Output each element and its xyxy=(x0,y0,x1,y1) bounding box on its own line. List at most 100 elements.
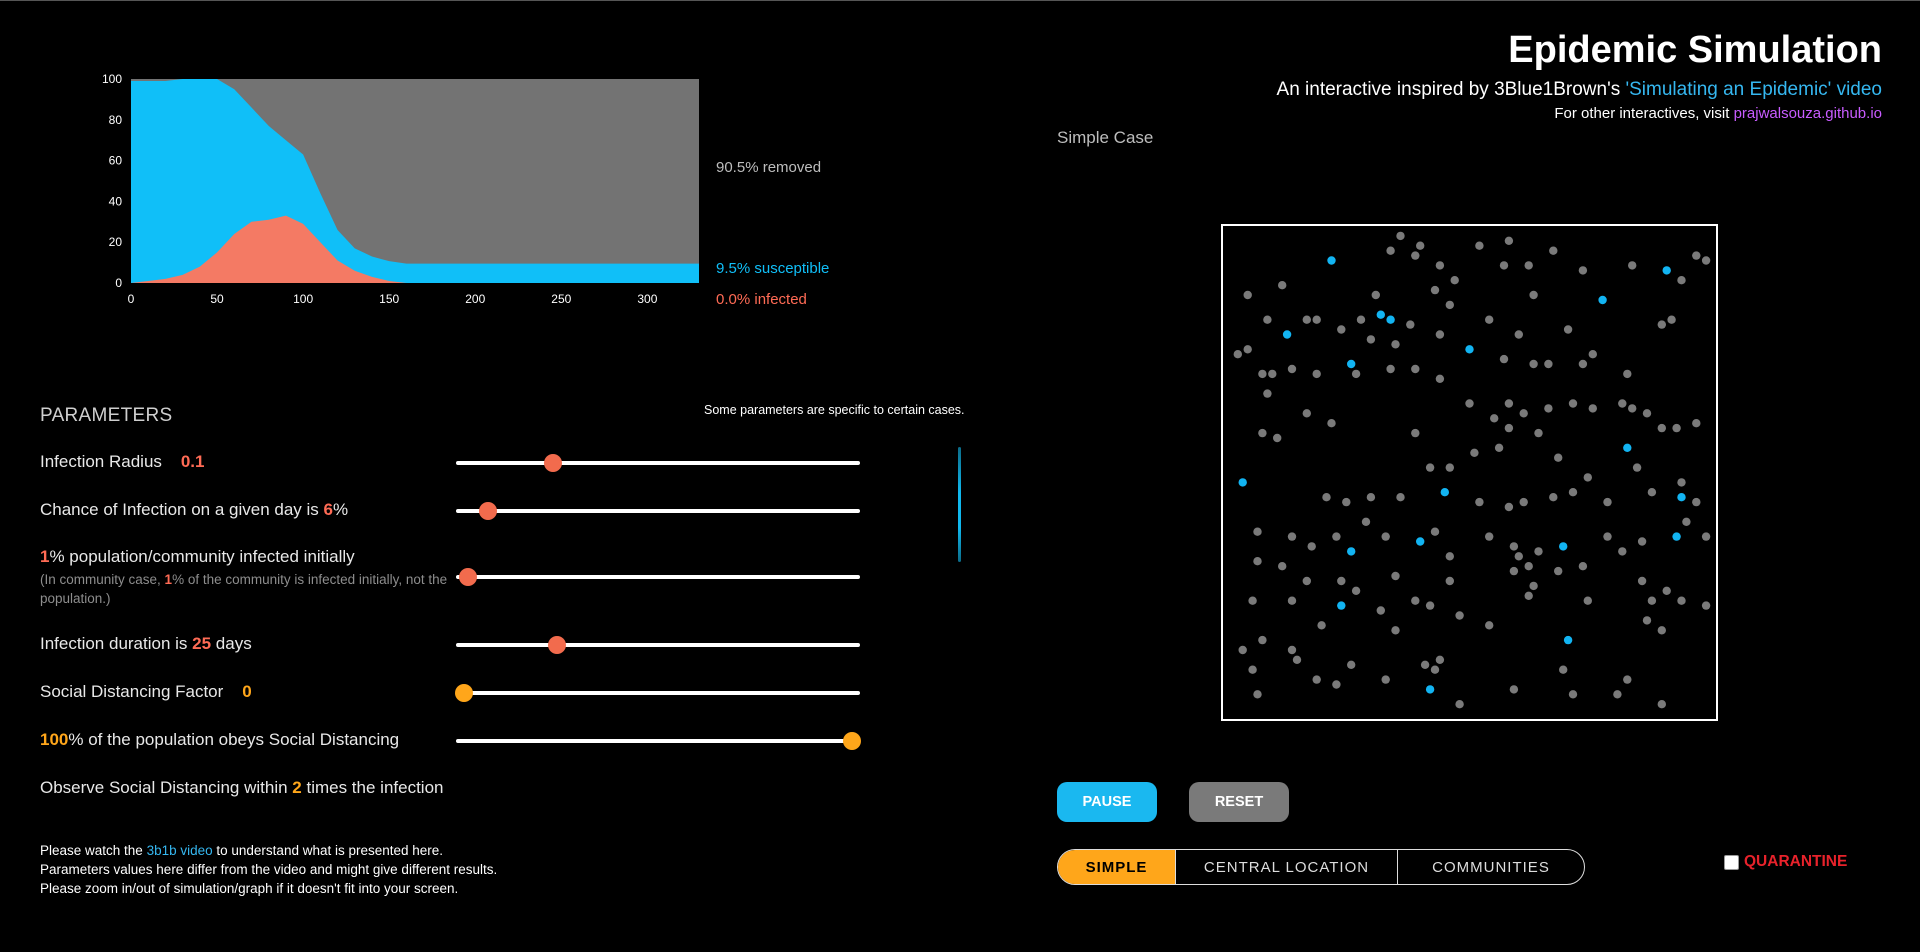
removed-particle xyxy=(1253,690,1262,699)
infection-duration-label: Infection duration is 25 days xyxy=(40,634,252,654)
removed-particle xyxy=(1677,478,1686,487)
removed-particle xyxy=(1258,635,1267,645)
removed-particle xyxy=(1701,532,1711,541)
removed-particle xyxy=(1672,423,1681,433)
removed-particle xyxy=(1455,611,1464,620)
removed-particle xyxy=(1657,626,1666,635)
infection-duration-slider[interactable] xyxy=(456,635,860,655)
slider-thumb[interactable] xyxy=(543,454,562,472)
slider-thumb[interactable] xyxy=(455,684,474,702)
removed-particle xyxy=(1657,423,1666,433)
removed-particle xyxy=(1455,700,1464,709)
x-tick-label: 200 xyxy=(465,292,485,306)
quarantine-label: QUARANTINE xyxy=(1744,853,1848,870)
removed-particle xyxy=(1425,463,1435,472)
simulation-canvas[interactable] xyxy=(1221,224,1718,721)
initial-infected-slider[interactable] xyxy=(456,567,860,587)
quarantine-toggle[interactable]: QUARANTINE xyxy=(1724,853,1847,871)
infected-area xyxy=(131,215,699,283)
removed-particle xyxy=(1524,591,1533,600)
epidemic-chart: 0 20 40 60 80 100 0 50 100 150 200 250 300 90.5% remo… xyxy=(102,72,829,308)
removed-particle xyxy=(1470,448,1479,457)
removed-particle xyxy=(1568,488,1578,497)
removed-particle xyxy=(1435,374,1445,383)
y-tick-label: 20 xyxy=(109,235,123,249)
removed-particle xyxy=(1692,497,1701,507)
y-tick-label: 60 xyxy=(109,154,123,168)
removed-particle xyxy=(1647,596,1657,605)
susceptible-particle xyxy=(1327,256,1336,265)
footer-text: to understand what is presented here. xyxy=(212,843,444,858)
removed-particle xyxy=(1243,345,1252,354)
slider-thumb[interactable] xyxy=(548,636,566,654)
removed-particle xyxy=(1445,576,1454,586)
quarantine-checkbox[interactable] xyxy=(1724,854,1739,870)
social-distancing-factor-slider[interactable] xyxy=(455,683,860,703)
slider-thumb[interactable] xyxy=(479,502,498,520)
prajwalsouza-link[interactable]: prajwalsouza.github.io xyxy=(1733,105,1882,122)
slider-thumb[interactable] xyxy=(842,732,861,750)
removed-particle xyxy=(1450,276,1459,285)
removed-particle xyxy=(1499,354,1509,364)
removed-particle xyxy=(1529,290,1538,300)
removed-particle xyxy=(1519,409,1528,418)
removed-particle xyxy=(1356,315,1366,324)
visit-text: For other interactives, visit xyxy=(1554,105,1734,122)
case-tabs: SIMPLE CENTRAL LOCATION COMMUNITIES xyxy=(1057,849,1585,885)
removed-particle xyxy=(1504,502,1514,512)
removed-particle xyxy=(1381,532,1390,541)
removed-particle xyxy=(1637,576,1647,586)
susceptible-particle xyxy=(1238,478,1247,487)
removed-particle xyxy=(1302,315,1311,324)
removed-particle xyxy=(1583,596,1592,605)
removed-particle xyxy=(1549,246,1558,255)
removed-particle xyxy=(1485,315,1494,324)
social-distancing-factor-label: Social Distancing Factor 0 xyxy=(40,682,252,702)
sub-value: 1 xyxy=(164,572,173,587)
slider-thumb[interactable] xyxy=(459,568,478,586)
slider-track xyxy=(456,575,860,579)
tab-communities[interactable]: COMMUNITIES xyxy=(1397,850,1584,884)
x-tick-label: 0 xyxy=(128,292,135,306)
removed-particle xyxy=(1430,285,1440,295)
removed-particle xyxy=(1342,497,1351,507)
parameters-note: Some parameters are specific to certain … xyxy=(704,403,965,417)
susceptible-particle xyxy=(1347,359,1356,369)
obey-social-distancing-slider[interactable] xyxy=(456,731,861,751)
removed-particle xyxy=(1411,428,1420,438)
susceptible-particle xyxy=(1662,266,1671,275)
removed-particle xyxy=(1416,241,1425,250)
infection-radius-slider[interactable] xyxy=(456,453,860,473)
removed-particle xyxy=(1258,428,1267,438)
subtitle-text: An interactive inspired by 3Blue1Brown's xyxy=(1276,79,1626,100)
scroll-indicator[interactable] xyxy=(958,447,961,562)
removed-particle xyxy=(1302,409,1311,418)
pause-button[interactable]: PAUSE xyxy=(1057,782,1157,822)
susceptible-particle xyxy=(1440,488,1449,497)
removed-particle xyxy=(1351,586,1361,595)
tab-central-location[interactable]: CENTRAL LOCATION xyxy=(1175,850,1397,884)
removed-particle xyxy=(1263,389,1272,398)
chance-of-infection-slider[interactable] xyxy=(456,501,860,521)
tab-simple[interactable]: SIMPLE xyxy=(1058,850,1175,884)
removed-particle xyxy=(1381,675,1390,684)
3b1b-video-title-link[interactable]: 'Simulating an Epidemic' video xyxy=(1625,79,1883,100)
3b1b-video-link[interactable]: 3b1b video xyxy=(146,843,213,858)
footer-text: Please watch the xyxy=(40,843,147,858)
removed-particle xyxy=(1618,547,1627,556)
removed-particle xyxy=(1465,399,1474,408)
reset-button[interactable]: RESET xyxy=(1189,782,1289,822)
y-tick-label: 100 xyxy=(102,72,122,86)
susceptible-particle xyxy=(1347,547,1356,556)
removed-particle xyxy=(1386,364,1395,374)
removed-particle xyxy=(1337,576,1346,586)
removed-particle xyxy=(1312,675,1321,684)
removed-particle xyxy=(1603,532,1612,541)
removed-particle xyxy=(1499,261,1509,270)
x-tick-label: 300 xyxy=(637,292,657,306)
initial-infected-value: 1 xyxy=(40,547,50,566)
removed-particle xyxy=(1248,665,1257,674)
susceptible-particle xyxy=(1672,532,1681,541)
removed-particle xyxy=(1554,453,1563,462)
